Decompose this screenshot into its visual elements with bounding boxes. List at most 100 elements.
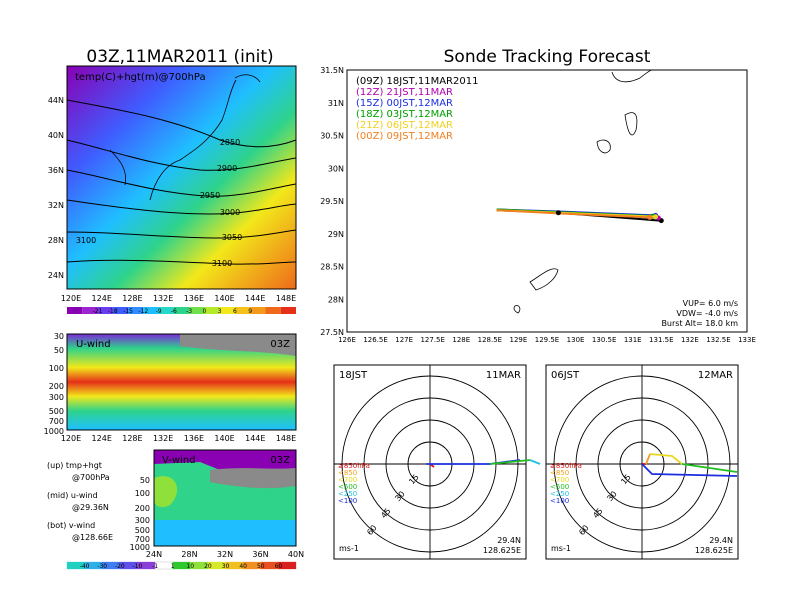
colorbar-tick-label: -10 [133, 563, 143, 570]
colorbar-swatch [219, 307, 235, 314]
hodograph-legend-entry: <100 [550, 497, 569, 505]
track-endpoint [653, 214, 659, 220]
legend-entry: (09Z) 18JST,11MAR2011 [356, 76, 478, 87]
colorbar-tick-label: 3 [218, 308, 222, 315]
v-wind-missing-region [210, 468, 296, 489]
x-tick-label: 128.5E [478, 336, 502, 344]
hodograph-trace [649, 453, 683, 465]
temp-map-title: 03Z,11MAR2011 (init) [86, 47, 273, 67]
colorbar-swatch [158, 307, 174, 314]
x-tick-label: 120E [61, 434, 81, 443]
temp-colorbar: -21 -18 -15 -12 -9 -6 -3 0 3 6 9 [67, 307, 296, 315]
colorbar-tick-label: -6 [171, 308, 177, 315]
temp-map-field [67, 66, 296, 289]
temp-map-x-ticks: 120E 124E 128E 132E 136E 140E 144E 148E [61, 294, 296, 303]
y-tick-label: 500 [135, 526, 150, 535]
y-tick-label: 200 [49, 382, 64, 391]
height-contours [66, 99, 297, 265]
y-tick-label: 1000 [44, 427, 64, 436]
y-tick-label: 700 [49, 417, 64, 426]
v-wind-upper-region [154, 450, 296, 470]
colorbar-tick-label: 50 [257, 563, 265, 570]
colorbar-swatch [204, 307, 220, 314]
temp-map-frame [66, 65, 297, 290]
u-wind-time: 03Z [270, 339, 290, 350]
y-tick-label: 29.5N [320, 197, 344, 206]
hodograph-trace [681, 463, 738, 473]
x-tick-label: 120E [61, 294, 81, 303]
legend-entry: (12Z) 21JST,11MAR [356, 87, 453, 98]
y-tick-label: 100 [49, 364, 64, 373]
y-tick-label: 1000 [130, 543, 150, 552]
annotation-line: VDW= -4.0 m/s [676, 309, 738, 318]
hodograph-legend-entry: <850 [338, 469, 357, 477]
colorbar-tick-label: -21 [93, 308, 103, 315]
colorbar-swatch [278, 561, 297, 570]
x-tick-label: 136E [184, 434, 204, 443]
x-tick-label: 140E [214, 294, 234, 303]
colorbar-tick-label: -3 [186, 308, 192, 315]
contour-label: 3100 [212, 259, 232, 268]
colorbar-swatch [143, 307, 159, 314]
y-tick-label: 29N [328, 230, 344, 239]
v-wind-negative-region [154, 520, 296, 546]
legend-entry: (00Z) 09JST,12MAR [356, 131, 453, 142]
y-tick-label: 40N [48, 131, 64, 140]
v-wind-time: 03Z [270, 455, 290, 466]
x-tick-label: 136E [184, 294, 204, 303]
tracking-coastlines [513, 69, 653, 314]
y-tick-label: 44N [48, 96, 64, 105]
hodograph-legend-entry: <850 [550, 469, 569, 477]
colorbar-tick-label: 10 [186, 563, 194, 570]
contour-label: 2900 [217, 164, 237, 173]
x-tick-label: 130E [567, 336, 585, 344]
colorbar-tick-label: 60 [275, 563, 283, 570]
y-tick-label: 28.5N [320, 263, 344, 272]
hodograph-unit: ms-1 [551, 544, 571, 553]
u-wind-missing-region [180, 334, 296, 356]
y-tick-label: 27.5N [320, 328, 344, 337]
colorbar-tick-label: 20 [204, 563, 212, 570]
colorbar-swatch [128, 307, 144, 314]
legend-entry: (15Z) 00JST,12MAR [356, 98, 453, 109]
x-tick-label: 130.5E [592, 336, 616, 344]
y-tick-label: 28N [328, 295, 344, 304]
v-wind-x-ticks: 24N 28N 32N 36N 40N [146, 550, 304, 559]
hodograph-trace [489, 459, 531, 465]
y-tick-label: 24N [48, 271, 64, 280]
contour-label: 3000 [220, 208, 240, 217]
tracking-panel: Sonde Tracking Forecast 126E 126.5E 127E 12… [320, 47, 756, 344]
v-wind-positive-region [154, 476, 178, 508]
y-tick-label: 30 [54, 332, 64, 341]
track-endpoint [647, 214, 653, 220]
note-line: @29.36N [72, 503, 109, 512]
legend-entry: (18Z) 03JST,12MAR [356, 109, 453, 120]
annotation-line: Burst Alt= 18.0 km [661, 319, 738, 328]
hodograph-trace [641, 463, 738, 477]
x-tick-label: 144E [245, 434, 265, 443]
colorbar-tick-label: -9 [156, 308, 162, 315]
hodograph-date: 11MAR [486, 370, 521, 381]
u-wind-x-ticks: 120E 124E 128E 132E 136E 140E 144E 148E [61, 434, 296, 443]
track-legend: (09Z) 18JST,11MAR2011(12Z) 21JST,11MAR(1… [356, 76, 478, 142]
hodograph-time: 18JST [339, 370, 368, 381]
tracking-frame [346, 69, 748, 333]
hodograph-legend-entry: <250 [550, 490, 569, 498]
x-tick-label: 24N [146, 550, 162, 559]
colorbar-tick-label: 6 [233, 308, 237, 315]
colorbar-swatch [112, 307, 129, 314]
u-wind-frame [66, 333, 297, 431]
x-tick-label: 124E [92, 434, 112, 443]
x-tick-label: 126.5E [363, 336, 387, 344]
hodograph-18jst: 18JST 11MAR29.4N128.625Ems-115304560≥850h… [333, 364, 541, 560]
v-wind-frame [153, 449, 297, 547]
hodograph-legend-entry: ≥850hPa [338, 462, 370, 470]
hodograph-legend-entry: <500 [550, 483, 569, 491]
hodograph-06jst: 06JST 12MAR29.4N128.625Ems-115304560≥850h… [545, 364, 739, 560]
annotation-line: VUP= 6.0 m/s [683, 299, 738, 308]
note-line: @700hPa [72, 473, 110, 482]
temp-map-panel: 03Z,11MAR2011 (init) temp(C)+hgt(m)@700h… [48, 47, 297, 315]
y-tick-label: 500 [49, 407, 64, 416]
